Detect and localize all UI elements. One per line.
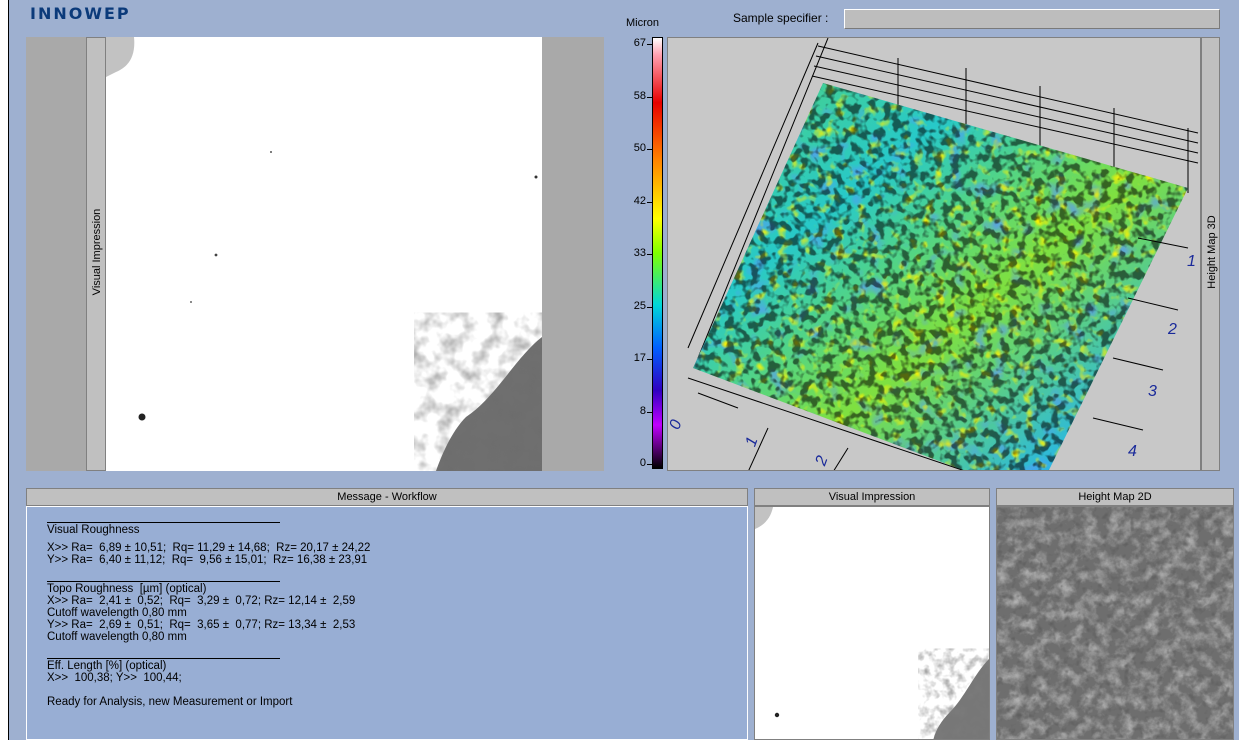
visual-impression-label: Visual Impression xyxy=(91,208,103,296)
message-workflow-header: Message - Workflow xyxy=(26,488,748,506)
height-map-2d-texture xyxy=(997,507,1233,739)
topo-roughness-y-cutoff: Cutoff wavelength 0,80 mm xyxy=(47,631,187,643)
colorbar-tick-mark xyxy=(647,44,652,45)
colorbar-tick-label: 17 xyxy=(633,352,646,364)
colorbar-tick-mark xyxy=(647,306,652,308)
colorbar-tick-mark xyxy=(647,411,652,413)
height-map-3d-right-axis-label: 3 xyxy=(1148,383,1157,400)
colorbar-tick-mark xyxy=(647,359,652,360)
visual-impression-side-label: Visual Impression xyxy=(86,37,106,471)
message-workflow-panel: Visual Roughness X>> Ra= 6,89 ± 10,51; R… xyxy=(26,506,748,740)
height-map-3d-label: Height Map 3D xyxy=(1206,215,1218,289)
colorbar-tick-label: 67 xyxy=(633,37,646,49)
height-map-3d-right-axis-label: 1 xyxy=(1187,253,1196,270)
sample-specifier-label: Sample specifier : xyxy=(733,11,829,25)
colorbar-tick-label: 25 xyxy=(633,299,646,312)
colorbar-tick-mark xyxy=(647,254,652,255)
colorbar-tick-label: 50 xyxy=(633,142,646,154)
visual-roughness-x: X>> Ra= 6,89 ± 10,51; Rq= 11,29 ± 14,68;… xyxy=(47,542,371,554)
eff-length-values: X>> 100,38; Y>> 100,44; xyxy=(47,672,182,684)
divider xyxy=(47,522,280,523)
eff-length-title: Eff. Length [%] (optical) xyxy=(47,660,167,672)
visual-roughness-title: Visual Roughness xyxy=(47,524,140,536)
colorbar-unit: Micron xyxy=(626,17,660,29)
visual-impression-texture xyxy=(106,37,542,471)
colorbar-tick-label: 0 xyxy=(639,457,646,469)
visual-impression-small-header: Visual Impression xyxy=(754,488,990,506)
ready-status: Ready for Analysis, new Measurement or I… xyxy=(47,696,293,708)
colorbar-tick-mark xyxy=(647,149,652,150)
divider xyxy=(47,658,280,659)
visual-impression-thumbnail[interactable] xyxy=(754,506,990,740)
colorbar-tick-label: 42 xyxy=(633,194,646,207)
colorbar-tick-label: 58 xyxy=(633,89,646,102)
left-gray-margin xyxy=(26,37,86,471)
sample-specifier-input[interactable] xyxy=(844,9,1220,29)
divider xyxy=(47,581,280,582)
colorbar-tick-label: 8 xyxy=(639,404,646,417)
colorbar-tick-label: 33 xyxy=(633,247,646,259)
visual-impression-image[interactable] xyxy=(106,37,542,471)
topo-roughness-title: Topo Roughness [µm] (optical) xyxy=(47,583,207,595)
height-map-3d-right-axis-label: 2 xyxy=(1168,321,1177,338)
visual-impression-thumbnail-texture xyxy=(755,507,989,739)
height-map-3d-right-axis-label: 4 xyxy=(1128,443,1137,460)
colorbar-tick-mark xyxy=(647,96,652,98)
colorbar-tick-mark xyxy=(647,201,652,203)
app-logo: INNOWEP xyxy=(30,4,131,23)
visual-roughness-y: Y>> Ra= 6,40 ± 11,12; Rq= 9,56 ± 15,01; … xyxy=(47,554,368,566)
height-map-3d-side-label: Height Map 3D xyxy=(1201,37,1220,471)
center-gray-margin xyxy=(542,37,604,471)
colorbar-gradient xyxy=(652,37,663,469)
topo-roughness-y: Y>> Ra= 2,69 ± 0,51; Rq= 3,65 ± 0,77; Rz… xyxy=(47,619,356,631)
height-map-3d-surface xyxy=(687,38,1199,470)
colorbar-tick-mark xyxy=(647,464,652,465)
topo-roughness-x: X>> Ra= 2,41 ± 0,52; Rq= 3,29 ± 0,72; Rz… xyxy=(47,595,356,607)
height-map-2d-header: Height Map 2D xyxy=(996,488,1234,506)
height-map-2d-image[interactable] xyxy=(996,506,1234,740)
topo-roughness-x-cutoff: Cutoff wavelength 0,80 mm xyxy=(47,607,187,619)
